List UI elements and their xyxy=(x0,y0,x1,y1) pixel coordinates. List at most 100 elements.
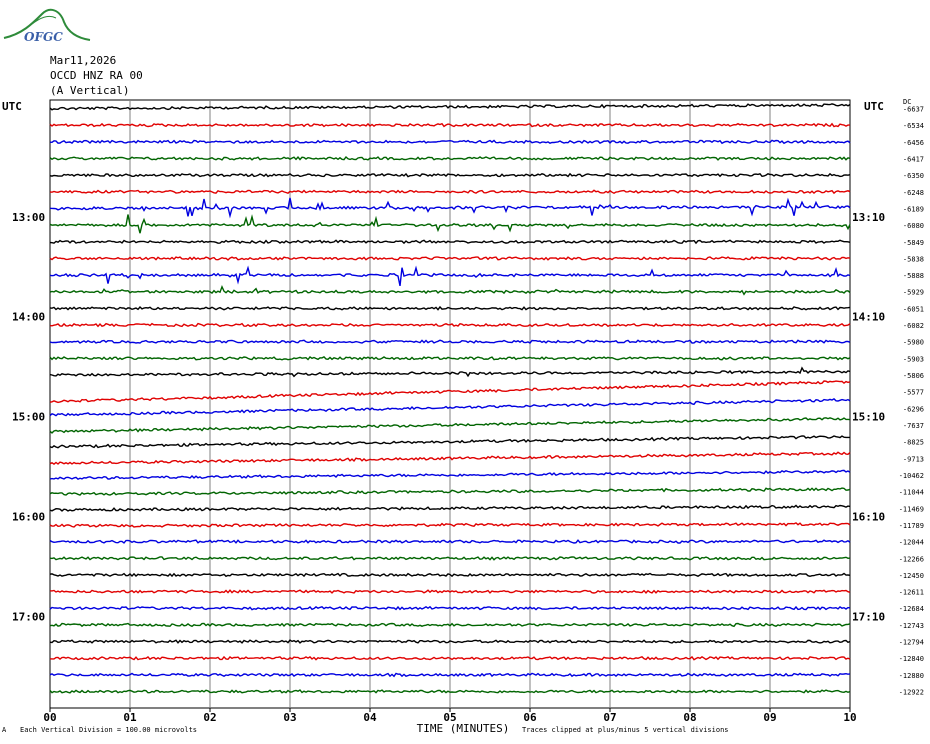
trace-line xyxy=(49,655,851,661)
trace-line xyxy=(49,435,850,449)
trace-line xyxy=(49,197,851,219)
dc-offset-label: -5903 xyxy=(903,355,924,363)
trace-line xyxy=(49,103,851,111)
trace-line xyxy=(49,322,851,328)
trace-line xyxy=(49,122,850,128)
trace-line xyxy=(49,255,851,261)
x-tick-label: 09 xyxy=(763,711,776,724)
dc-offset-label: -9713 xyxy=(903,455,924,463)
dc-offset-label: -5929 xyxy=(903,289,924,297)
trace-line xyxy=(49,355,851,361)
date-label: Mar11,2026 xyxy=(50,54,117,67)
logo-text: OFGC xyxy=(24,30,63,44)
trace-line xyxy=(49,639,851,644)
x-tick-label: 10 xyxy=(843,711,856,724)
corner-mark: A xyxy=(2,726,7,734)
trace-line xyxy=(49,589,851,594)
dc-offset-label: -6080 xyxy=(903,222,924,230)
right-time-label: 16:10 xyxy=(852,511,885,524)
trace-line xyxy=(49,284,851,296)
trace-line xyxy=(49,504,851,512)
dc-offset-label: -12044 xyxy=(899,539,924,547)
dc-offset-label: -12794 xyxy=(899,639,924,647)
dc-label: DC xyxy=(903,98,912,106)
trace-line xyxy=(49,239,851,245)
trace-line xyxy=(49,189,851,195)
trace-line xyxy=(49,689,851,694)
trace-line xyxy=(49,539,851,544)
dc-offset-label: -12880 xyxy=(899,672,924,680)
dc-offset-label: -6417 xyxy=(903,155,924,163)
dc-offset-label: -6296 xyxy=(903,405,924,413)
dc-offset-label: -12840 xyxy=(899,655,924,663)
dc-offset-label: -12450 xyxy=(899,572,924,580)
x-tick-label: 06 xyxy=(523,711,537,724)
dc-offset-label: -6456 xyxy=(903,139,924,147)
dc-offset-label: -6082 xyxy=(903,322,924,330)
trace-line xyxy=(49,469,851,481)
utc-right-label: UTC xyxy=(864,100,884,113)
left-time-label: 16:00 xyxy=(12,511,45,524)
dc-offset-label: -10462 xyxy=(899,472,924,480)
dc-offset-label: -5849 xyxy=(903,239,924,247)
dc-offset-label: -12266 xyxy=(899,555,924,563)
left-time-label: 17:00 xyxy=(12,611,45,624)
dc-offset-label: -5838 xyxy=(903,255,924,263)
trace-line xyxy=(49,672,851,678)
dc-offset-label: -11044 xyxy=(899,489,924,497)
dc-offset-label: -8825 xyxy=(903,439,924,447)
logo-mountain-icon xyxy=(3,8,91,41)
left-time-label: 14:00 xyxy=(12,311,45,324)
x-tick-label: 08 xyxy=(683,711,696,724)
x-tick-label: 00 xyxy=(43,711,56,724)
right-time-label: 15:10 xyxy=(852,411,885,424)
x-tick-label: 03 xyxy=(283,711,296,724)
dc-offset-label: -6189 xyxy=(903,205,924,213)
trace-line xyxy=(49,214,851,234)
trace-line xyxy=(49,522,851,528)
trace-line xyxy=(49,139,851,145)
dc-offset-label: -5888 xyxy=(903,272,924,280)
right-time-label: 13:10 xyxy=(852,211,885,224)
dc-offset-label: -6248 xyxy=(903,189,924,197)
dc-offset-label: -5806 xyxy=(903,372,924,380)
dc-offset-label: -6350 xyxy=(903,172,924,180)
trace-line xyxy=(49,451,851,465)
dc-offset-label: -6534 xyxy=(903,122,924,130)
trace-line xyxy=(49,339,851,345)
trace-line xyxy=(49,172,851,178)
x-tick-label: 02 xyxy=(203,711,216,724)
dc-offset-label: -5577 xyxy=(903,389,924,397)
trace-line xyxy=(49,155,851,161)
ofgc-logo: OFGC xyxy=(3,8,91,44)
dc-offset-label: -11469 xyxy=(899,505,924,513)
x-tick-label: 04 xyxy=(363,711,377,724)
trace-line xyxy=(49,398,851,417)
right-time-label: 17:10 xyxy=(852,611,885,624)
trace-line xyxy=(49,366,851,378)
left-time-label: 13:00 xyxy=(12,211,45,224)
dc-offset-label: -5980 xyxy=(903,339,924,347)
x-tick-label: 01 xyxy=(123,711,137,724)
right-time-label: 14:10 xyxy=(852,311,885,324)
trace-line xyxy=(49,305,851,311)
trace-line xyxy=(49,417,851,434)
trace-line xyxy=(49,572,851,578)
x-tick-label: 05 xyxy=(443,711,456,724)
utc-left-label: UTC xyxy=(2,100,22,113)
dc-offset-label: -12611 xyxy=(899,589,924,597)
x-axis-title: TIME (MINUTES) xyxy=(417,722,510,735)
x-tick-label: 07 xyxy=(603,711,616,724)
left-time-label: 15:00 xyxy=(12,411,45,424)
dc-offset-label: -12743 xyxy=(899,622,924,630)
trace-line xyxy=(49,380,851,404)
dc-offset-label: -12684 xyxy=(899,605,924,613)
station-label: OCCD HNZ RA 00 xyxy=(50,69,143,82)
component-label: (A Vertical) xyxy=(50,84,130,97)
trace-line xyxy=(49,265,851,287)
trace-line xyxy=(49,622,851,628)
scale-note: Each Vertical Division = 100.00 microvol… xyxy=(20,726,198,734)
dc-offset-label: -6051 xyxy=(903,305,924,313)
trace-line xyxy=(49,487,851,496)
